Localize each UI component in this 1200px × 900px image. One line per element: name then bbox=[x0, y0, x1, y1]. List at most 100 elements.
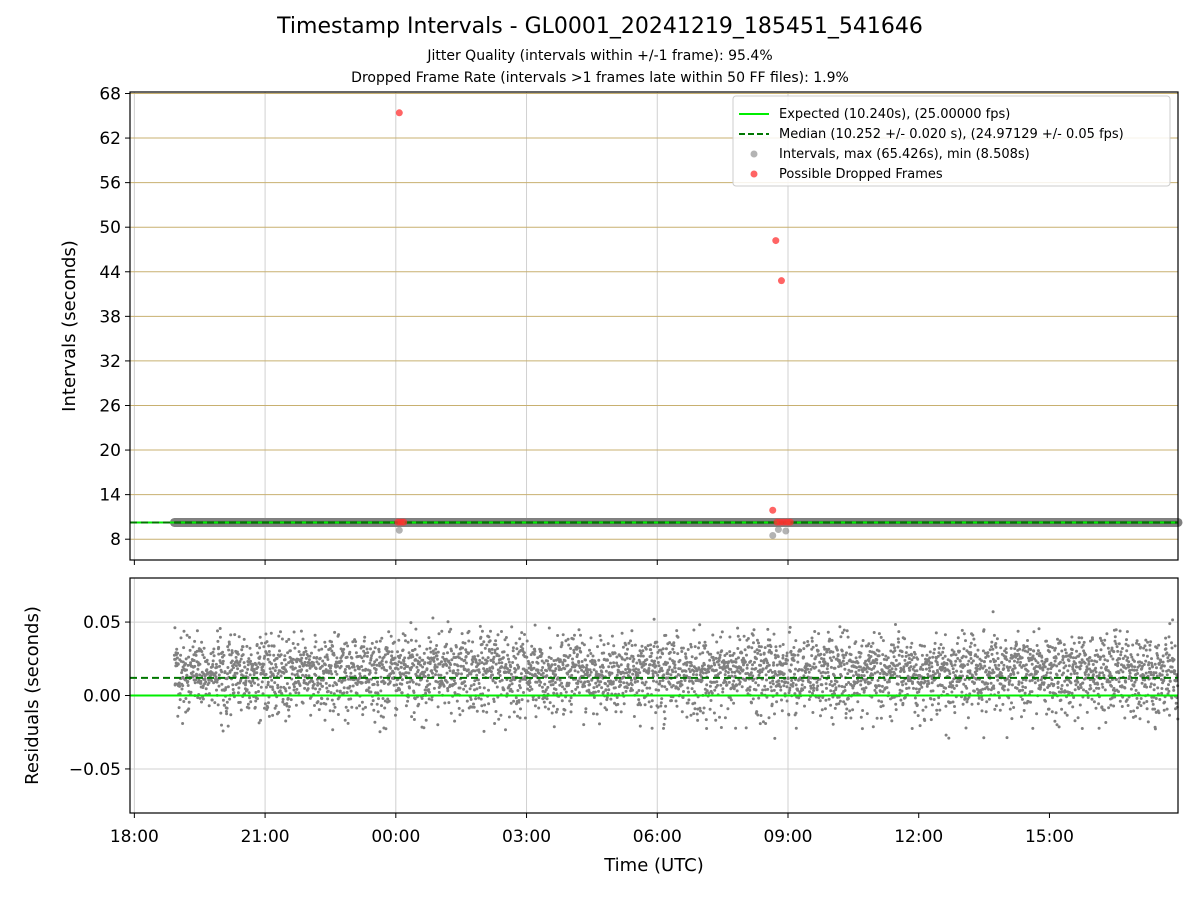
residual-point bbox=[656, 705, 660, 709]
residual-point bbox=[750, 701, 753, 705]
residual-point bbox=[753, 660, 756, 664]
residual-point bbox=[645, 658, 649, 662]
residual-point bbox=[646, 644, 650, 648]
residual-point bbox=[703, 646, 707, 650]
residual-point bbox=[1126, 704, 1130, 707]
residual-point bbox=[432, 686, 436, 690]
intervals-plot-frame bbox=[129, 91, 1179, 561]
residual-point bbox=[329, 666, 332, 670]
residual-point bbox=[225, 700, 229, 704]
residual-point bbox=[668, 665, 672, 669]
residual-point bbox=[186, 684, 190, 687]
residual-point bbox=[470, 662, 474, 666]
residual-point bbox=[1026, 639, 1029, 642]
residual-point bbox=[461, 646, 465, 650]
residual-point bbox=[267, 644, 271, 648]
residual-point bbox=[428, 646, 432, 650]
residual-point bbox=[516, 714, 519, 718]
residual-point bbox=[820, 674, 824, 678]
residual-point bbox=[1150, 699, 1154, 703]
residual-point bbox=[1102, 662, 1106, 666]
residual-point bbox=[378, 730, 382, 734]
residual-point bbox=[940, 684, 944, 687]
residual-point bbox=[314, 687, 317, 691]
residual-point bbox=[1090, 697, 1094, 701]
residual-point bbox=[710, 664, 713, 668]
residual-point bbox=[314, 640, 318, 644]
residual-point bbox=[624, 668, 628, 671]
residual-point bbox=[771, 682, 775, 686]
residual-point bbox=[224, 709, 228, 713]
residual-point bbox=[261, 692, 265, 696]
residual-point bbox=[762, 651, 766, 655]
residual-point bbox=[221, 662, 225, 666]
residual-point bbox=[900, 650, 904, 654]
residual-point bbox=[427, 636, 431, 640]
residual-point bbox=[400, 678, 404, 682]
residual-point bbox=[746, 671, 750, 675]
residual-point bbox=[510, 625, 514, 629]
residual-point bbox=[436, 705, 440, 709]
residual-point bbox=[1091, 669, 1095, 673]
residual-point bbox=[298, 665, 302, 669]
residual-point bbox=[249, 700, 253, 704]
residual-point bbox=[956, 636, 960, 640]
residual-point bbox=[1025, 645, 1029, 648]
residual-point bbox=[490, 651, 494, 655]
residual-point bbox=[287, 637, 291, 641]
residual-point bbox=[240, 669, 244, 673]
residual-point bbox=[1128, 671, 1132, 675]
residual-point bbox=[270, 678, 274, 682]
residual-point bbox=[341, 653, 345, 657]
residual-point bbox=[569, 696, 573, 700]
residual-point bbox=[681, 696, 685, 699]
residual-point bbox=[406, 640, 410, 644]
residual-point bbox=[777, 683, 781, 686]
residual-point bbox=[813, 630, 817, 633]
residual-point bbox=[1170, 641, 1173, 645]
residual-point bbox=[1166, 687, 1169, 691]
residual-point bbox=[992, 684, 996, 688]
residual-point bbox=[368, 671, 372, 675]
residual-point bbox=[989, 659, 992, 663]
residual-point bbox=[278, 649, 281, 653]
residual-point bbox=[525, 639, 529, 643]
residual-point bbox=[842, 628, 846, 632]
residual-point bbox=[380, 663, 384, 667]
residual-point bbox=[1045, 639, 1048, 643]
residual-point bbox=[387, 699, 391, 703]
residual-point bbox=[1062, 671, 1065, 675]
residual-point bbox=[839, 664, 843, 668]
residual-point bbox=[1059, 698, 1063, 702]
residual-point bbox=[1009, 646, 1013, 650]
residual-point bbox=[745, 663, 749, 667]
residual-point bbox=[782, 672, 786, 676]
residual-point bbox=[991, 657, 995, 661]
residual-point bbox=[477, 682, 481, 685]
residual-point bbox=[1036, 678, 1040, 682]
residual-point bbox=[303, 660, 307, 664]
residual-point bbox=[366, 651, 370, 655]
residual-point bbox=[586, 670, 589, 674]
residual-point bbox=[1025, 672, 1029, 676]
residual-point bbox=[966, 716, 970, 720]
residual-point bbox=[514, 656, 518, 660]
residual-point bbox=[708, 707, 712, 711]
residual-point bbox=[316, 683, 320, 687]
residual-point bbox=[276, 686, 280, 690]
residual-point bbox=[302, 678, 306, 682]
residual-point bbox=[1038, 651, 1042, 655]
residual-point bbox=[528, 681, 532, 685]
residual-point bbox=[904, 654, 908, 658]
residual-point bbox=[788, 686, 792, 690]
residual-point bbox=[894, 702, 898, 706]
residual-point bbox=[831, 722, 835, 726]
residual-point bbox=[731, 683, 735, 687]
residual-point bbox=[997, 663, 1001, 667]
residual-point bbox=[851, 708, 855, 712]
residual-point bbox=[799, 648, 803, 652]
residual-point bbox=[389, 634, 393, 638]
residual-point bbox=[447, 630, 451, 634]
y-tick-label: 0.05 bbox=[83, 613, 121, 633]
residual-point bbox=[317, 648, 321, 652]
